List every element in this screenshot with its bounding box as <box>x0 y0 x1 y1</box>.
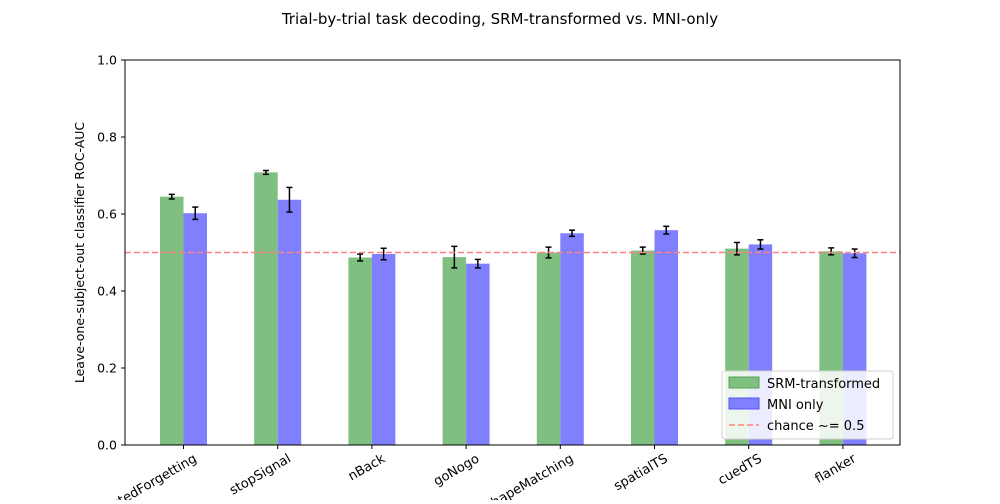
y-tick-label: 0.8 <box>97 130 117 145</box>
legend-swatch <box>728 376 760 389</box>
error-bar <box>262 169 269 176</box>
legend-box <box>721 370 894 440</box>
x-tick-label: stopSignal <box>227 451 293 498</box>
error-bar <box>757 239 764 250</box>
bar-mni-goNogo <box>466 263 490 445</box>
y-axis-label: Leave-one-subject-out classifier ROC-AUC <box>72 122 87 384</box>
x-tick-label: flanker <box>813 451 860 487</box>
legend: SRM-transformed MNI only chance ~= 0.5 <box>721 370 894 440</box>
bar-srm-nBack <box>348 257 372 445</box>
x-tick-label: shapeMatching <box>483 451 576 500</box>
bar-srm-spatialTS <box>631 250 655 445</box>
y-tick-label: 0.2 <box>97 361 117 376</box>
legend-label: MNI only <box>767 398 824 413</box>
bar-mni-shapeMatching <box>560 233 584 445</box>
plot-area <box>125 169 900 445</box>
legend-item-srm: SRM-transformed <box>728 376 880 392</box>
bar-mni-stopSignal <box>277 199 302 445</box>
error-bar <box>380 247 387 261</box>
legend-item-chance: chance ~= 0.5 <box>729 419 864 434</box>
x-tick-label: nBack <box>346 451 388 484</box>
legend-label: SRM-transformed <box>767 377 880 392</box>
chart-title: Trial-by-trial task decoding, SRM-transf… <box>281 10 718 28</box>
x-tick-label: goNogo <box>431 451 482 489</box>
bar-mni-nBack <box>371 254 396 445</box>
y-tick-label: 0.4 <box>97 284 117 299</box>
bar-srm-shapeMatching <box>536 252 561 445</box>
error-bar <box>663 225 670 235</box>
error-bar <box>192 206 199 221</box>
error-bar <box>828 247 835 256</box>
error-bar <box>851 248 858 259</box>
error-bar <box>733 241 740 256</box>
y-tick-label: 1.0 <box>97 53 117 68</box>
error-bar <box>569 229 576 238</box>
error-bar <box>168 193 175 200</box>
bar-mni-spatialTS <box>654 230 678 445</box>
error-bar <box>357 253 364 262</box>
x-tick-label: directedForgetting <box>88 451 199 500</box>
bar-mni-directedForgetting <box>183 213 207 445</box>
x-tick-label: spatialTS <box>611 451 670 494</box>
bar-srm-directedForgetting <box>160 196 184 445</box>
x-tick-label: cuedTS <box>716 451 765 488</box>
x-tick-labels: directedForgetting stopSignal nBack goNogo s… <box>88 445 860 504</box>
bar-srm-stopSignal <box>254 172 278 445</box>
y-tick-label: 0.6 <box>97 207 117 222</box>
bar-srm-goNogo <box>442 257 467 445</box>
error-bar <box>286 186 293 213</box>
plot-frame <box>124 59 901 446</box>
error-bar <box>451 245 458 269</box>
y-tick-label: 0.0 <box>97 438 117 453</box>
legend-item-mni: MNI only <box>728 397 824 413</box>
legend-label: chance ~= 0.5 <box>767 419 864 434</box>
error-bar <box>474 258 481 269</box>
y-axis-ticks: 0.0 0.2 0.4 0.6 0.8 1.0 <box>97 53 125 453</box>
legend-swatch <box>728 397 760 410</box>
